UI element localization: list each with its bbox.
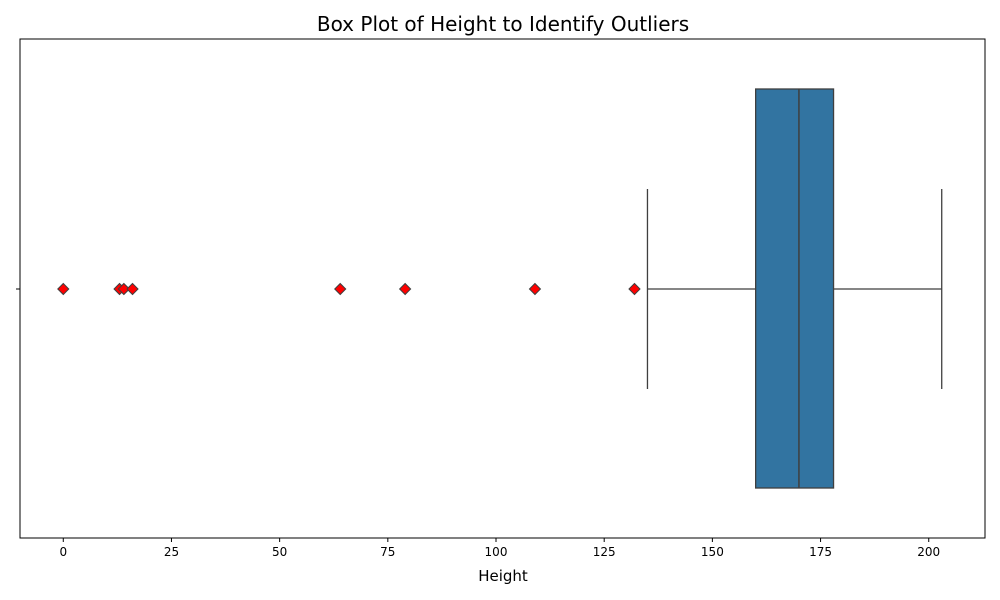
outlier-point (628, 282, 641, 296)
x-tick-label: 0 (59, 545, 67, 559)
x-tick-label: 150 (701, 545, 724, 559)
x-axis-label: Height (478, 567, 528, 585)
box-plot (646, 88, 943, 489)
outlier-point (126, 282, 139, 296)
iqr-box (755, 88, 835, 489)
outlier-point (117, 282, 131, 296)
outlier-point (528, 282, 542, 296)
x-tick-label: 175 (809, 545, 832, 559)
x-tick-label: 100 (485, 545, 508, 559)
x-tick-label: 125 (593, 545, 616, 559)
outlier-point (398, 282, 412, 296)
x-tick-label: 25 (164, 545, 179, 559)
x-tick-label: 200 (917, 545, 940, 559)
outlier-points (57, 282, 641, 296)
chart-title: Box Plot of Height to Identify Outliers (317, 12, 689, 36)
outlier-point (334, 282, 347, 296)
x-tick-label: 50 (272, 545, 287, 559)
outlier-point (57, 282, 70, 296)
x-axis: 0 25 50 75 100 125 150 175 200 (59, 538, 940, 559)
x-tick-label: 75 (380, 545, 395, 559)
